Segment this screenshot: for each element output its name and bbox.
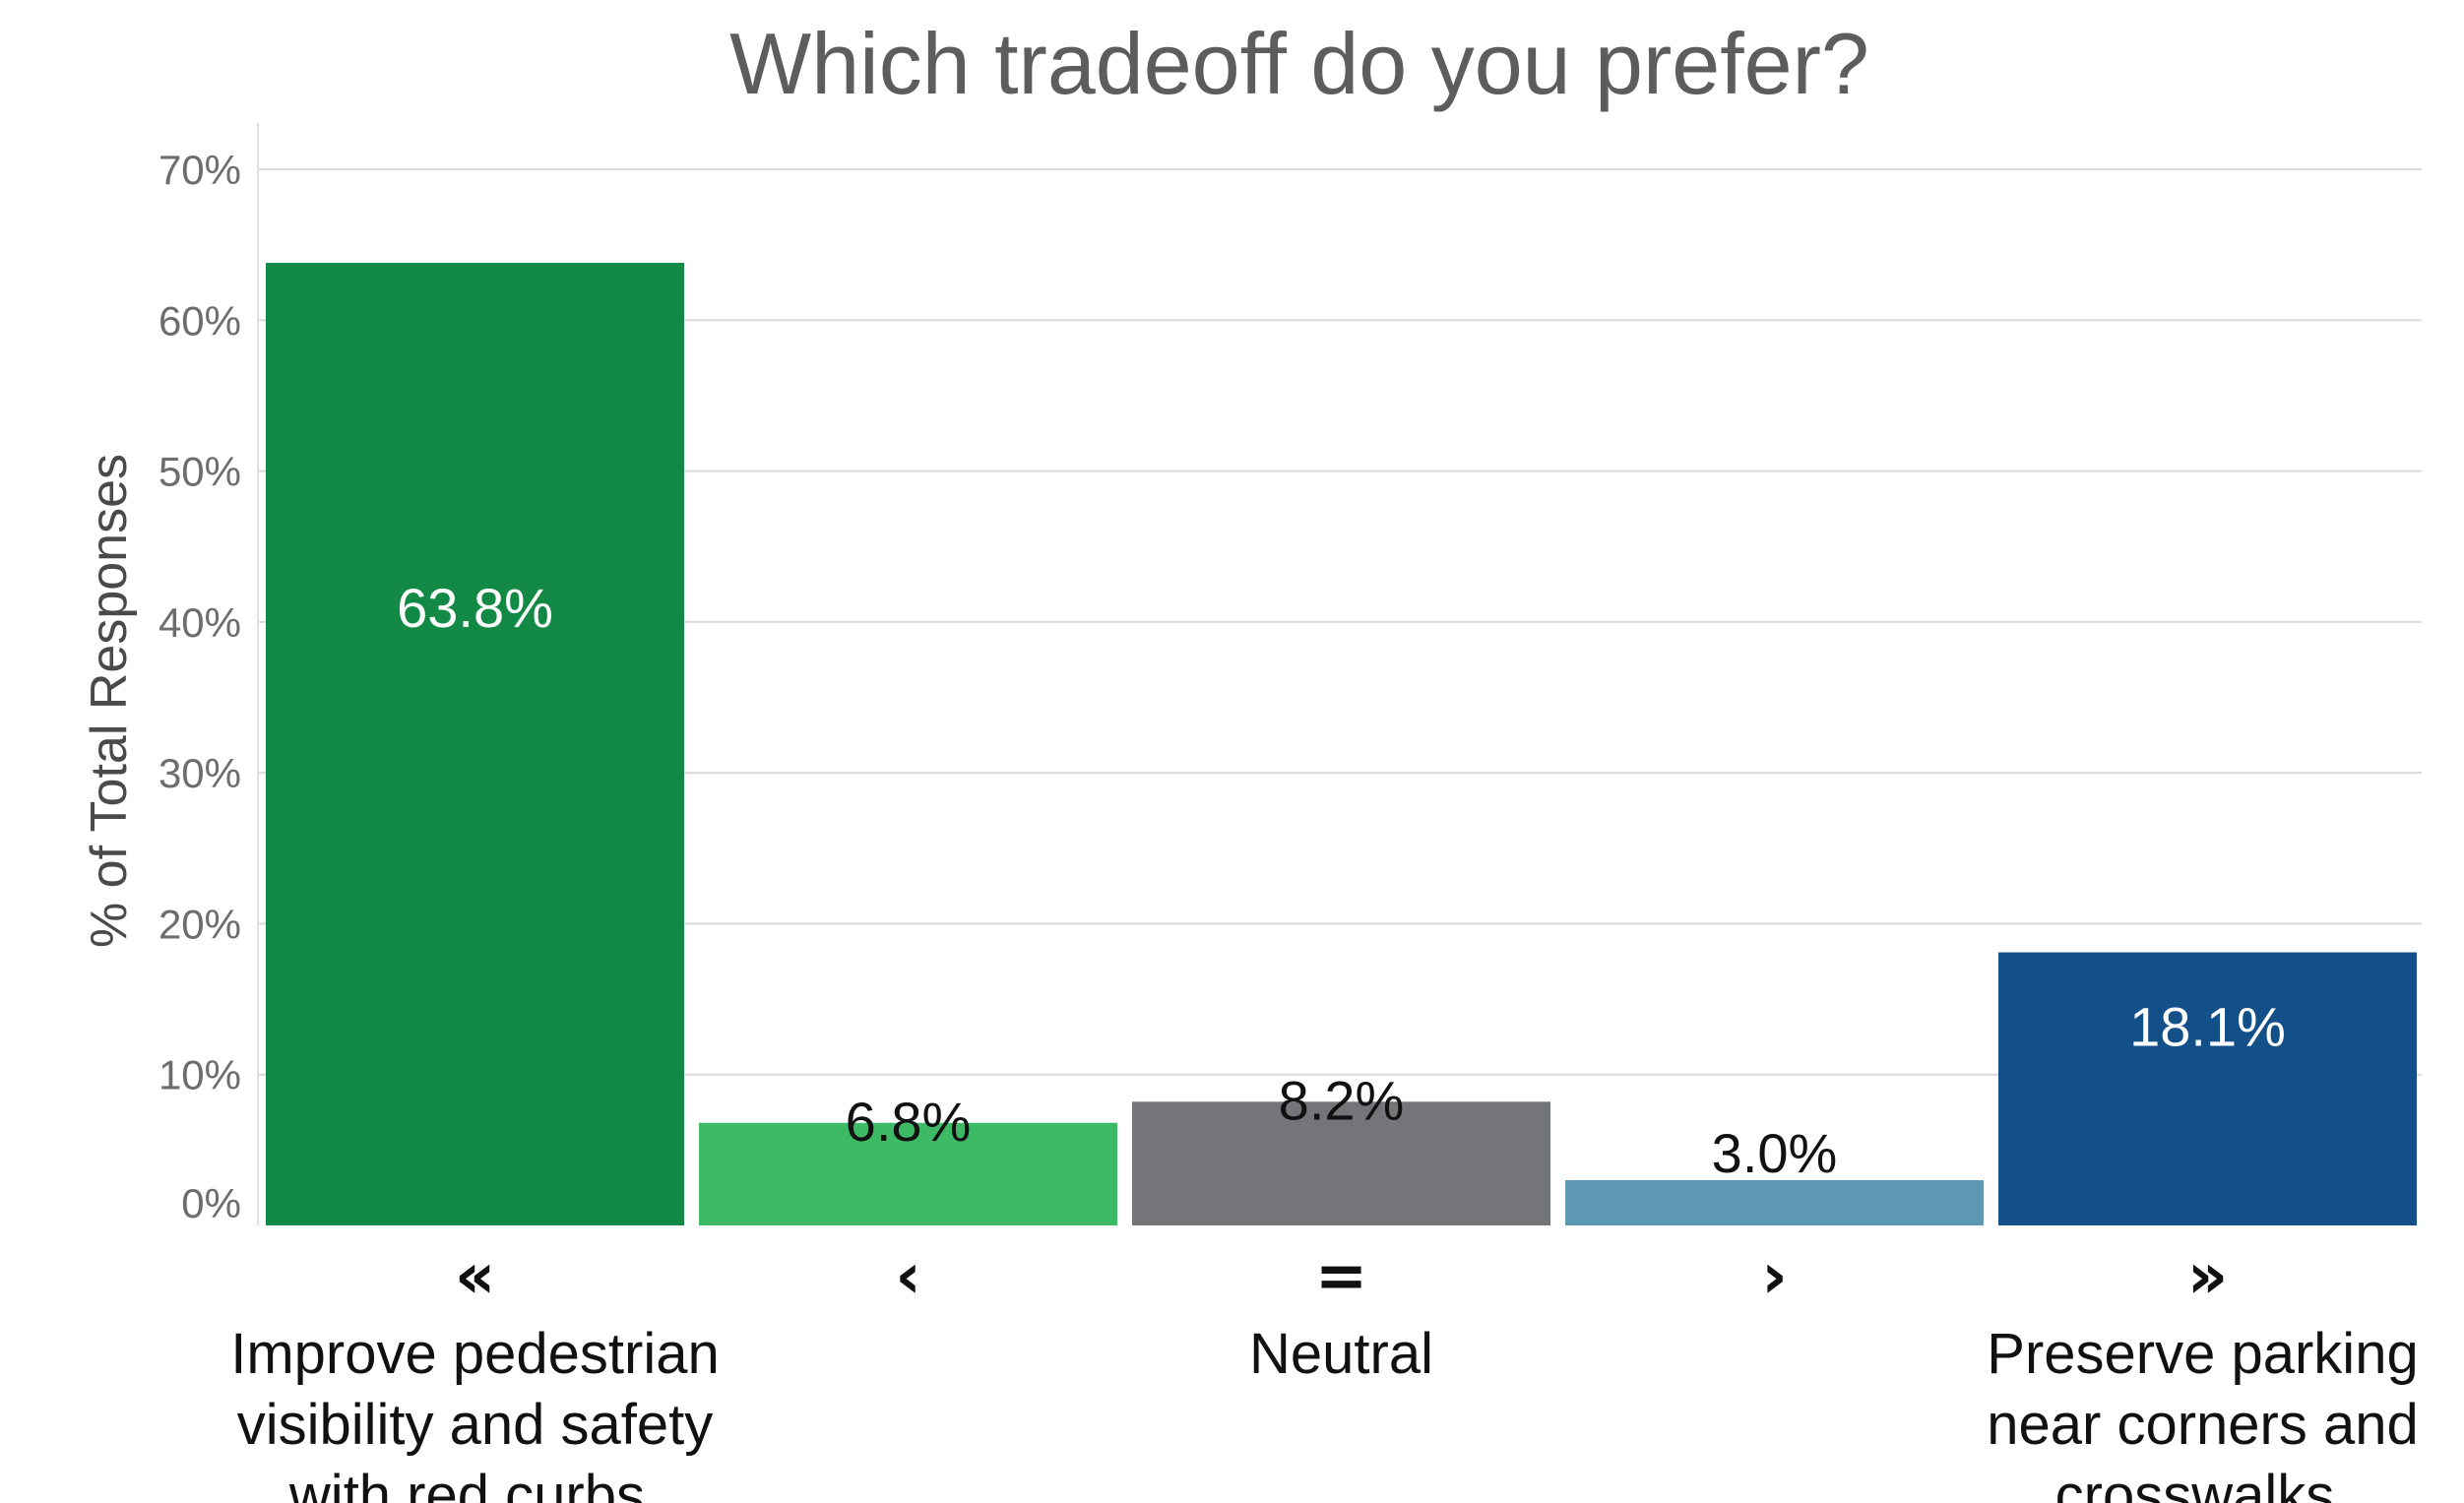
category-description: Neutral: [1249, 1322, 1433, 1386]
category-description: with red curbs.: [288, 1464, 661, 1503]
data-label: 6.8%: [846, 1091, 972, 1153]
category-description: crosswalks.: [2055, 1464, 2351, 1503]
category-symbol: ‹: [895, 1240, 920, 1313]
data-label: 63.8%: [397, 577, 553, 639]
category-description: Improve pedestrian: [230, 1322, 719, 1386]
data-labels: 63.8% 6.8% 8.2% 3.0% 18.1%: [397, 577, 2286, 1184]
y-axis-label: % of Total Responses: [81, 454, 138, 948]
category-description: near corners and: [1987, 1393, 2418, 1457]
y-tick-label: 0%: [181, 1180, 241, 1226]
y-tick-label: 50%: [158, 449, 241, 495]
y-tick-label: 40%: [158, 599, 241, 646]
category-symbol: «: [455, 1240, 495, 1313]
category-description: Preserve parking: [1987, 1322, 2418, 1386]
category-symbol: »: [2187, 1240, 2228, 1313]
y-tick-label: 30%: [158, 750, 241, 796]
bar: [1998, 952, 2417, 1225]
y-axis-ticks: 70% 60% 50% 40% 30% 20% 10% 0%: [158, 147, 241, 1226]
bar: [266, 263, 684, 1226]
data-label: 3.0%: [1712, 1122, 1838, 1184]
y-tick-label: 60%: [158, 297, 241, 344]
bar: [699, 1122, 1117, 1225]
chart-title: Which tradeoff do you prefer?: [729, 15, 1869, 112]
category-labels: « Improve pedestrian visibility and safety…: [230, 1240, 2418, 1503]
y-tick-label: 70%: [158, 147, 241, 193]
bars: [266, 263, 2417, 1226]
data-label: 8.2%: [1279, 1069, 1405, 1131]
y-tick-label: 20%: [158, 901, 241, 947]
category-symbol: ›: [1761, 1240, 1787, 1313]
category-description: visibility and safety: [237, 1393, 714, 1457]
y-tick-label: 10%: [158, 1052, 241, 1098]
data-label: 18.1%: [2129, 996, 2286, 1058]
bar: [1132, 1101, 1550, 1225]
bar: [1565, 1180, 1984, 1225]
category-symbol: =: [1315, 1240, 1368, 1313]
